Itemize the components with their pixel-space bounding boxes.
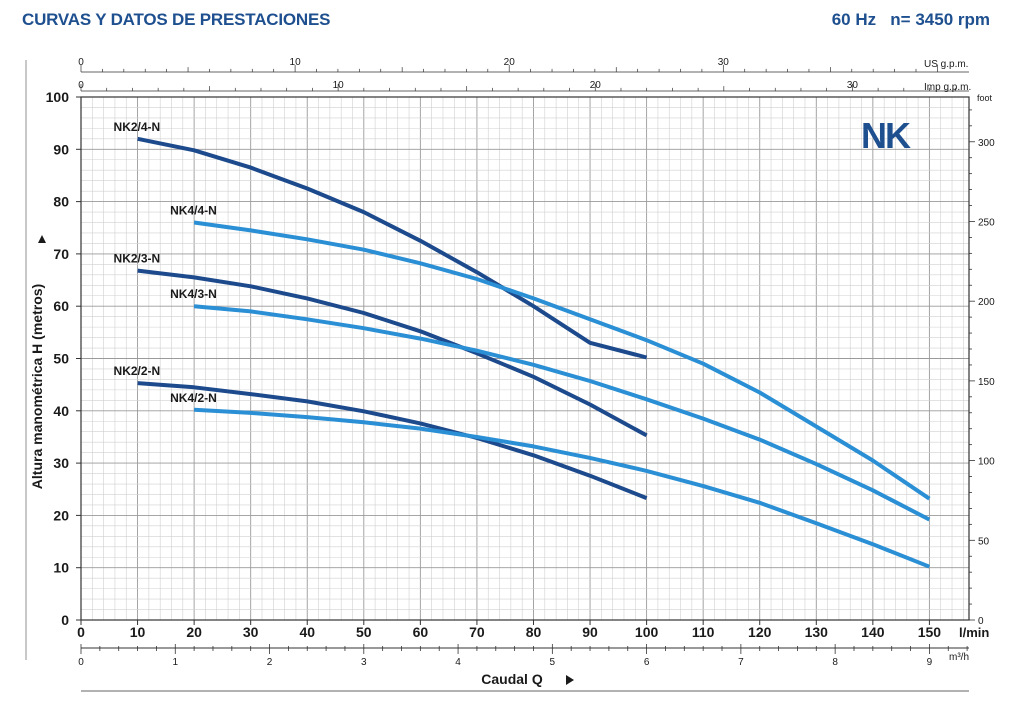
m3h-unit-label: m³/h (949, 652, 969, 663)
m3h-tick-label: 8 (832, 657, 838, 668)
y-axis-title: Altura manométrica H (metros) (29, 284, 45, 489)
imp-gpm-tick-label: 10 (333, 80, 345, 91)
m3h-tick-label: 4 (455, 657, 461, 668)
imp-gpm-unit-label: Imp g.p.m. (924, 82, 971, 93)
y-tick-label: 10 (53, 560, 69, 576)
x-tick-label: 140 (861, 624, 885, 640)
y-tick-label: 80 (53, 194, 69, 210)
us-gpm-tick-label: 0 (78, 57, 84, 68)
feet-tick-label: 50 (978, 536, 990, 547)
x-axis-arrow-icon (566, 675, 574, 685)
m3h-tick-label: 0 (78, 657, 84, 668)
x-tick-label: 50 (356, 624, 372, 640)
feet-tick-label: 150 (978, 377, 995, 388)
x-tick-label: 120 (748, 624, 772, 640)
imp-gpm-tick-label: 0 (78, 80, 84, 91)
series-label-NK2/2-N: NK2/2-N (114, 364, 161, 378)
y-tick-label: 60 (53, 298, 69, 314)
x-unit-label: l/min (959, 625, 989, 640)
series-line-NK2/2-N (137, 381, 648, 500)
y-tick-label: 50 (53, 351, 69, 367)
series-label-NK2/4-N: NK2/4-N (114, 120, 161, 134)
x-tick-label: 30 (243, 624, 259, 640)
m3h-tick-label: 2 (267, 657, 273, 668)
series-label-NK2/3-N: NK2/3-N (114, 252, 161, 266)
feet-tick-label: 250 (978, 217, 995, 228)
y-tick-label: 90 (53, 141, 69, 157)
speed-spec: 60 Hz n= 3450 rpm (832, 10, 990, 30)
series-curves (137, 136, 931, 569)
series-line-NK4/4-N (193, 220, 931, 501)
feet-tick-label: 300 (978, 138, 995, 149)
y-tick-label: 70 (53, 246, 69, 262)
m3h-tick-label: 1 (172, 657, 178, 668)
x-tick-label: 90 (582, 624, 598, 640)
imp-gpm-tick-label: 30 (847, 80, 859, 91)
x-tick-label: 10 (130, 624, 146, 640)
m3h-tick-label: 3 (361, 657, 367, 668)
x-tick-label: 0 (77, 624, 85, 640)
us-gpm-unit-label: US g.p.m. (924, 59, 968, 70)
us-gpm-tick-label: 30 (718, 57, 730, 68)
x-tick-label: 110 (692, 624, 715, 640)
y-tick-label: 40 (53, 403, 69, 419)
us-gpm-tick-label: 10 (290, 57, 302, 68)
us-gpm-tick-label: 20 (504, 57, 516, 68)
feet-tick-label: 200 (978, 297, 995, 308)
series-label-NK4/2-N: NK4/2-N (170, 391, 217, 405)
x-axis-title: Caudal Q (481, 671, 543, 687)
series-line-NK2/3-N (137, 268, 648, 438)
y-axis-arrow-icon (38, 235, 46, 243)
series-label-NK4/3-N: NK4/3-N (170, 287, 217, 301)
rpm-label: n= 3450 rpm (890, 10, 990, 29)
m3h-tick-label: 5 (550, 657, 556, 668)
grid-lines (80, 96, 969, 621)
feet-unit-label: foot (977, 93, 993, 103)
x-tick-label: 40 (299, 624, 315, 640)
x-tick-label: 80 (526, 624, 542, 640)
feet-tick-label: 0 (978, 616, 984, 627)
x-tick-label: 130 (805, 624, 829, 640)
page-title: CURVAS Y DATOS DE PRESTACIONES (22, 10, 331, 29)
y-tick-label: 0 (61, 612, 69, 628)
x-tick-label: 100 (635, 624, 659, 640)
series-label-NK4/4-N: NK4/4-N (170, 204, 217, 218)
series-line-NK4/2-N (193, 407, 931, 569)
m3h-tick-label: 7 (738, 657, 744, 668)
m3h-tick-label: 6 (644, 657, 650, 668)
x-tick-label: 20 (186, 624, 202, 640)
y-tick-label: 20 (53, 507, 69, 523)
x-tick-label: 60 (413, 624, 429, 640)
x-tick-label: 70 (469, 624, 485, 640)
imp-gpm-tick-label: 20 (590, 80, 602, 91)
x-tick-label: 150 (918, 624, 942, 640)
feet-tick-label: 100 (978, 457, 995, 468)
series-line-NK4/3-N (193, 304, 931, 522)
m3h-tick-label: 9 (927, 657, 933, 668)
frequency-label: 60 Hz (831, 10, 877, 29)
y-tick-label: 30 (53, 455, 69, 471)
y-tick-label: 100 (46, 89, 70, 105)
series-line-NK2/4-N (137, 136, 648, 360)
nk-logo: NK (861, 115, 911, 156)
